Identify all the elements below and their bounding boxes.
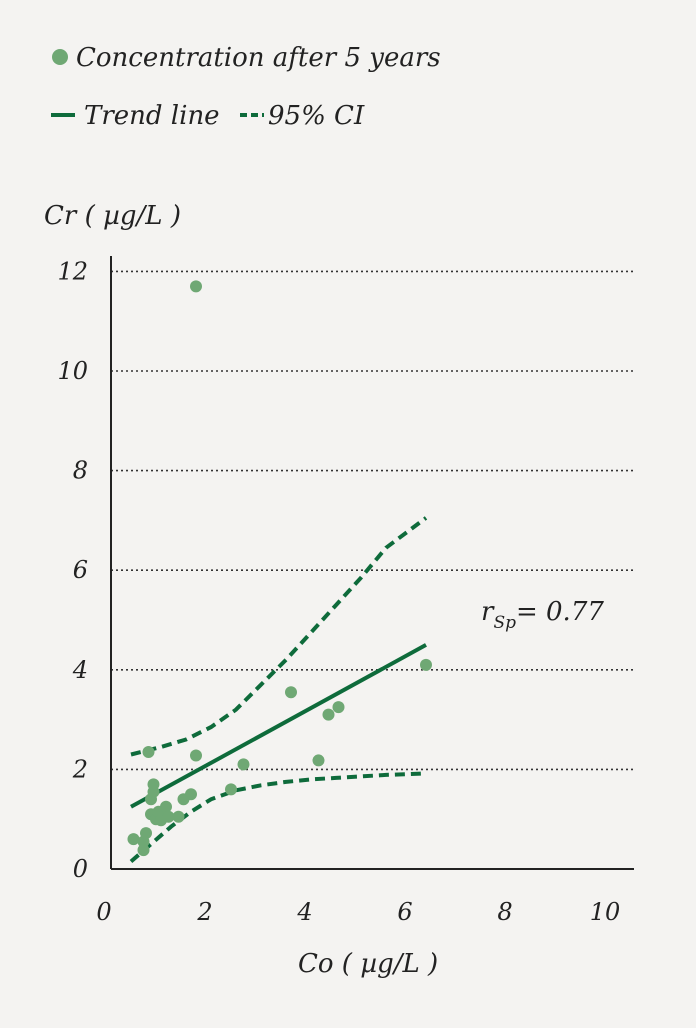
gridlines bbox=[111, 270, 634, 771]
legend-marker-circle bbox=[52, 49, 68, 65]
data-point bbox=[225, 783, 237, 796]
correlation-annotation: rSp= 0.77 bbox=[481, 597, 604, 633]
data-point bbox=[190, 280, 202, 293]
data-point bbox=[322, 708, 335, 721]
data-points bbox=[127, 280, 432, 857]
data-point bbox=[185, 788, 197, 801]
data-point bbox=[140, 827, 152, 840]
y-tick-label: 2 bbox=[72, 755, 88, 783]
axes bbox=[110, 256, 634, 870]
data-point bbox=[162, 810, 175, 823]
correlation-label: rSp= 0.77 bbox=[481, 597, 604, 633]
x-tick-label: 2 bbox=[196, 898, 212, 926]
x-tick-label: 4 bbox=[296, 898, 312, 926]
trend-line-path bbox=[130, 643, 427, 809]
x-tick-label: 0 bbox=[96, 898, 111, 926]
trend-line bbox=[130, 643, 427, 809]
y-tick-label: 6 bbox=[73, 556, 88, 584]
ci-lower-bound bbox=[129, 771, 427, 864]
x-tick-label: 6 bbox=[397, 898, 412, 926]
x-axis-label: Co ( µg/L ) bbox=[298, 949, 438, 979]
data-point bbox=[137, 844, 150, 857]
data-point bbox=[147, 778, 160, 791]
y-tick-label: 12 bbox=[57, 257, 88, 285]
x-tick-label: 8 bbox=[497, 898, 512, 926]
x-tick-labels: 0 2 4 6 8 10 bbox=[96, 898, 620, 926]
legend-label: 95% CI bbox=[268, 101, 365, 131]
legend-label: Concentration after 5 years bbox=[76, 43, 441, 73]
data-point bbox=[332, 701, 345, 714]
y-tick-label: 4 bbox=[72, 656, 88, 684]
data-point bbox=[160, 800, 172, 813]
confidence-interval bbox=[129, 516, 428, 864]
y-tick-labels: 0 2 4 6 8 10 12 bbox=[57, 257, 88, 883]
chart-legend: Concentration after 5 years Trend line 95%… bbox=[51, 43, 441, 131]
data-point bbox=[142, 745, 155, 758]
data-point bbox=[172, 810, 185, 823]
legend-label: Trend line bbox=[84, 101, 220, 131]
data-point bbox=[312, 754, 325, 767]
data-point bbox=[285, 686, 297, 699]
data-point bbox=[127, 833, 140, 846]
y-axis-label: Cr ( µg/L ) bbox=[44, 201, 181, 231]
x-tick-label: 10 bbox=[590, 898, 621, 926]
y-tick-label: 0 bbox=[73, 855, 88, 883]
ci-upper-bound bbox=[130, 516, 428, 757]
data-point bbox=[190, 749, 202, 762]
y-tick-label: 10 bbox=[57, 357, 88, 385]
data-point bbox=[237, 758, 250, 771]
data-point bbox=[420, 658, 432, 671]
y-tick-label: 8 bbox=[73, 457, 88, 485]
